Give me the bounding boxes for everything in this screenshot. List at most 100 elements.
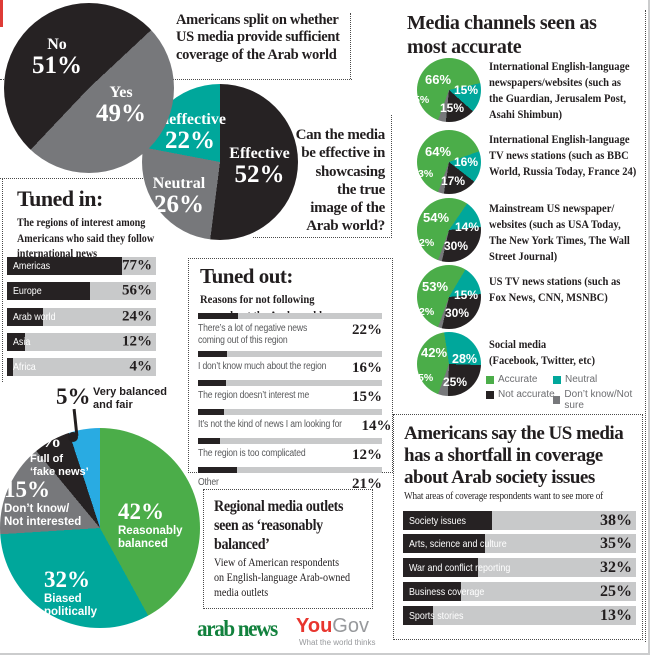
reason-label: The region doesn’t interest me	[198, 390, 310, 402]
bar-label: Sports stories	[408, 609, 464, 622]
slice-name: Effective	[229, 145, 290, 162]
slice-value: 30%	[445, 306, 470, 320]
slice-name: Ineffective	[154, 111, 226, 128]
bar-value: 25%	[600, 582, 632, 600]
bar-value: 56%	[122, 282, 152, 299]
slice-value: 42%	[118, 499, 164, 524]
channel-description: International English-language TV news s…	[489, 132, 637, 179]
yougov-logo: YouGov	[296, 615, 369, 638]
tuned-out-heading: Tuned out:	[200, 264, 293, 288]
channel-description: International English-language newspaper…	[489, 59, 630, 122]
shortfall-bar-war: War and conflict reporting 32%	[403, 558, 636, 577]
channel-description: Social media (Facebook, Twitter, etc)	[489, 337, 595, 368]
slice-value: 32%	[44, 567, 90, 592]
tuned-out-list: There’s a lot of negative news coming ou…	[198, 313, 392, 496]
accuracy-pie-us-tv: 53% 15% 30% 2%	[417, 265, 481, 329]
reason-value: 16%	[352, 360, 382, 377]
mini-bar-track	[198, 438, 382, 445]
slice-value: 5%	[418, 372, 434, 384]
mini-bar-track	[198, 313, 382, 319]
mini-bar-fill	[198, 313, 239, 319]
slice-value: 25%	[443, 375, 468, 389]
slice-value: 49%	[96, 100, 146, 128]
tuned-out-item: The region doesn’t interest me 15%	[198, 380, 382, 405]
bar-value: 24%	[122, 308, 152, 325]
arab-news-logo: arab news	[197, 616, 278, 641]
pie-slice-label-yes: Yes 49%	[76, 84, 166, 128]
accuracy-pie-intl-tv: 64% 16% 17% 3%	[417, 130, 481, 194]
coverage-split-pie: No 51% Yes 49%	[4, 3, 174, 173]
slice-value: 2%	[419, 237, 435, 249]
accuracy-pie-us-newspapers: 54% 14% 30% 2%	[417, 198, 481, 262]
bar-fill: Arab world	[7, 308, 56, 326]
slice-value: 3%	[418, 168, 434, 180]
slice-value: 5%	[414, 94, 430, 106]
legend-item-accurate: Accurate	[486, 374, 537, 385]
dotted-rule	[0, 178, 143, 179]
bar-label: Business coverage	[408, 585, 485, 598]
legend-item-dont-know: Don’t know/Not sure	[553, 389, 648, 411]
tuned-out-item: There’s a lot of negative news coming ou…	[198, 313, 382, 347]
mini-bar-fill	[198, 380, 226, 387]
bar-label: Arts, science and culture	[408, 537, 507, 550]
bar-fill: Sports stories	[403, 606, 464, 625]
channel-description: Mainstream US newspaper/ websites (such …	[489, 201, 630, 264]
slice-value: 28%	[452, 352, 478, 366]
reason-label: The region is too complicated	[198, 448, 306, 460]
legend-label: Don’t know/Not sure	[564, 389, 633, 411]
pie-slice-label-reasonably-balanced: 42% Reasonably balanced	[118, 500, 183, 551]
regional-box	[203, 489, 373, 609]
accuracy-pie-intl-newspapers: 66% 15% 15% 5%	[414, 58, 481, 122]
slice-value: 16%	[454, 155, 479, 169]
slice-name: Full of ‘fake news’	[30, 453, 89, 478]
pie-slice-label-biased: 32% Biased politically	[44, 568, 97, 619]
bar-value: 32%	[600, 558, 632, 576]
accuracy-pie-social-media: 42% 28% 25% 5%	[417, 332, 481, 396]
bar-label: Africa	[12, 361, 36, 373]
bar-label: Society issues	[408, 514, 467, 527]
bar-fill: Society issues	[403, 511, 492, 530]
dotted-rule	[350, 13, 351, 79]
dotted-rule	[645, 10, 646, 642]
mini-bar-track	[198, 409, 382, 416]
dotted-rule	[391, 115, 392, 238]
dotted-rule	[2, 178, 3, 382]
slice-value: 51%	[32, 52, 82, 80]
slice-value: 14%	[455, 220, 480, 234]
bar-fill: Asia	[7, 333, 30, 351]
pie-slice-label-ineffective: Ineffective 22%	[147, 111, 233, 155]
legend-swatch-accurate	[486, 375, 494, 384]
tuned-in-subtitle: The regions of interest among Americans …	[17, 217, 155, 261]
yougov-you: You	[296, 615, 333, 637]
reason-label: Other	[198, 477, 219, 489]
media-channels-heading: Media channels seen as most accurate	[407, 12, 597, 58]
reason-value: 15%	[352, 389, 382, 406]
tuned-in-bar-arab-world: Arab world 24%	[7, 308, 156, 326]
bar-label: Arab world	[12, 311, 56, 323]
very-balanced-label: Very balanced and fair	[93, 386, 167, 411]
tuned-out-item: Other 21%	[198, 467, 382, 492]
legend-label: Neutral	[565, 374, 598, 385]
slice-value: 15%	[440, 101, 465, 115]
bar-fill: Arts, science and culture	[403, 534, 507, 553]
slice-name: Yes	[109, 84, 133, 101]
bar-value: 38%	[600, 511, 632, 529]
dotted-rule	[0, 79, 352, 80]
slice-value: 42%	[421, 345, 448, 360]
slice-value: 15%	[4, 477, 50, 502]
bar-fill: War and conflict reporting	[403, 558, 510, 577]
shortfall-subtitle: What areas of coverage respondents want …	[404, 491, 604, 502]
slice-value: 22%	[165, 127, 215, 155]
tuned-in-bar-americas: Americas 77%	[7, 257, 156, 275]
legend-label: Accurate	[498, 374, 538, 385]
shortfall-title: Americans say the US media has a shortfa…	[404, 423, 624, 489]
slice-value: 66%	[425, 72, 452, 87]
legend-label: Not accurate	[498, 389, 555, 400]
bar-label: Asia	[12, 336, 31, 348]
red-corner-mark	[0, 0, 3, 27]
mini-bar-fill	[198, 467, 237, 474]
shortfall-box	[393, 414, 643, 640]
balance-pie: 42% Reasonably balanced 32% Biased polit…	[0, 428, 200, 628]
bar-label: War and conflict reporting	[408, 561, 511, 574]
bar-fill: Americas	[7, 257, 122, 275]
